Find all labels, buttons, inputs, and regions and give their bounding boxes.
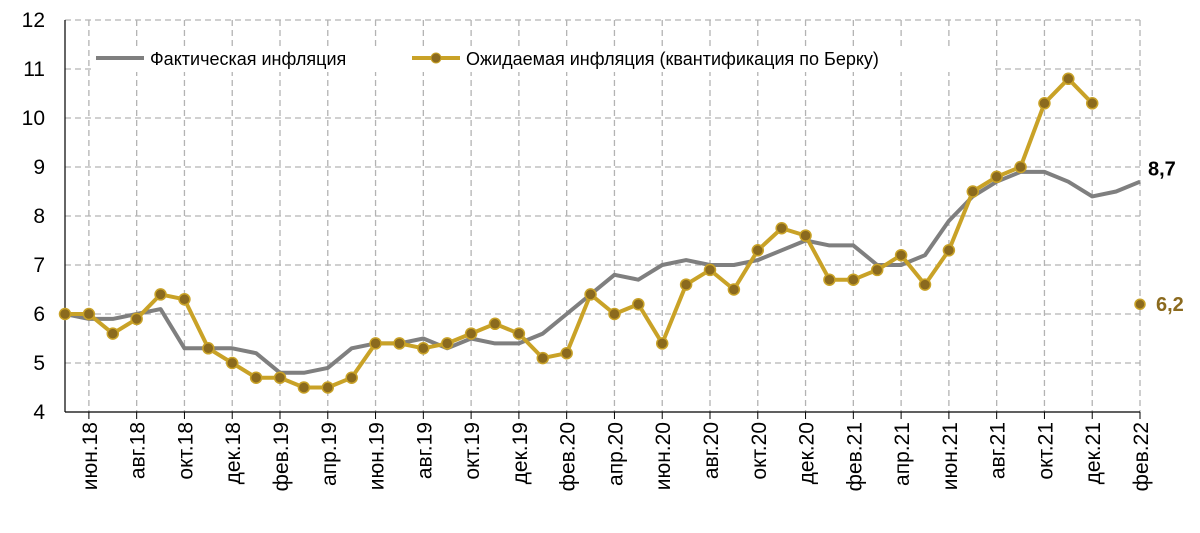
data-point-expected [918,278,932,291]
data-point-expected [178,293,191,306]
data-point-expected [345,371,358,384]
x-tick-label: июн.19 [366,422,389,490]
y-tick-label: 6 [33,303,45,326]
data-point-expected [1014,160,1027,174]
data-point-expected [417,342,430,355]
data-point-expected [966,185,980,198]
data-point-expected [130,312,143,326]
x-tick-label: июн.18 [79,422,102,490]
series-expected-inflation [58,72,1099,394]
legend: Фактическая инфляция Ожидаемая инфляция … [92,46,992,72]
x-tick-label: авг.20 [700,422,723,479]
end-marker-expected [1134,298,1146,310]
x-tick-label: авг.19 [413,422,436,479]
data-point-expected [58,307,72,321]
data-point-expected [775,222,788,235]
x-tick-label: фев.21 [843,422,866,491]
legend-background [92,46,992,72]
data-label-actual-end: 8,7 [1148,159,1176,181]
data-point-expected [584,288,597,301]
series-actual-inflation [64,169,1141,375]
data-point-expected [894,248,908,262]
data-point-expected [154,288,167,301]
data-point-expected [297,381,311,394]
x-tick-labels: июн.18 авг.18 окт.18 дек.18 фев.19 апр.19 июн.… [79,422,1153,491]
y-tick-label: 8 [33,205,45,228]
y-tick-label: 9 [33,156,45,179]
data-point-expected [560,346,573,360]
x-tick-label: дек.21 [1082,422,1105,484]
axes [64,20,1141,419]
data-point-expected [321,381,335,394]
data-point-expected [632,297,645,311]
series-line-actual [64,169,1141,375]
x-tick-label: дек.18 [222,422,245,484]
data-point-expected [536,351,550,365]
x-tick-label: авг.18 [127,422,150,479]
x-tick-label: фев.20 [557,422,580,491]
data-label-expected-end: 6,2 [1156,294,1184,316]
data-point-expected [393,337,406,350]
legend-label-expected: Ожидаемая инфляция (квантификация по Бер… [466,49,879,69]
x-tick-label: окт.20 [748,422,771,480]
data-point-expected [823,273,836,286]
x-tick-label: авг.21 [987,422,1010,479]
data-point-expected [727,283,741,296]
x-tick-label: апр.19 [318,422,341,486]
end-labels: 8,7 6,2 [1134,159,1184,316]
y-tick-label: 7 [33,254,45,277]
legend-label-actual: Фактическая инфляция [150,49,346,69]
y-tick-label: 5 [33,352,45,375]
y-tick-labels: 4 5 6 7 8 9 10 11 12 [22,9,46,424]
data-point-expected [942,244,956,257]
data-point-expected [512,327,526,340]
data-point-expected [106,327,120,340]
data-point-expected [870,263,884,277]
data-point-expected [655,337,669,350]
data-point-expected [679,278,693,291]
data-point-expected [225,356,239,370]
data-point-expected [440,337,454,350]
x-tick-label: апр.21 [891,422,914,486]
x-tick-label: фев.19 [270,422,293,491]
x-tick-label: июн.21 [939,422,962,490]
data-point-expected [273,371,287,384]
data-point-expected [82,307,96,321]
data-point-expected [1038,97,1051,110]
data-point-expected [799,229,812,242]
data-point-expected [990,170,1003,184]
y-tick-label: 10 [22,107,45,130]
y-tick-label: 4 [33,401,45,424]
data-point-expected [847,273,860,286]
x-tick-label: апр.20 [604,422,627,486]
data-point-expected [1085,97,1099,110]
data-point-expected [202,342,215,355]
data-point-expected [369,337,382,350]
data-point-expected [703,263,717,277]
legend-marker-expected [430,52,442,64]
x-tick-label: окт.18 [174,422,197,480]
y-tick-label: 12 [22,9,45,32]
x-tick-label: дек.19 [509,422,532,484]
x-tick-label: фев.22 [1130,422,1153,491]
data-point-expected [488,317,502,331]
x-tick-label: окт.19 [461,422,484,480]
x-tick-label: окт.21 [1034,422,1057,480]
y-tick-label: 11 [23,58,45,81]
grid-lines [65,19,1141,412]
x-tick-label: июн.20 [652,422,675,490]
data-point-expected [464,327,478,340]
data-point-expected [249,371,263,384]
x-tick-label: дек.20 [796,422,819,484]
data-point-expected [608,307,621,321]
data-point-expected [1062,72,1075,86]
data-point-expected [751,244,765,257]
